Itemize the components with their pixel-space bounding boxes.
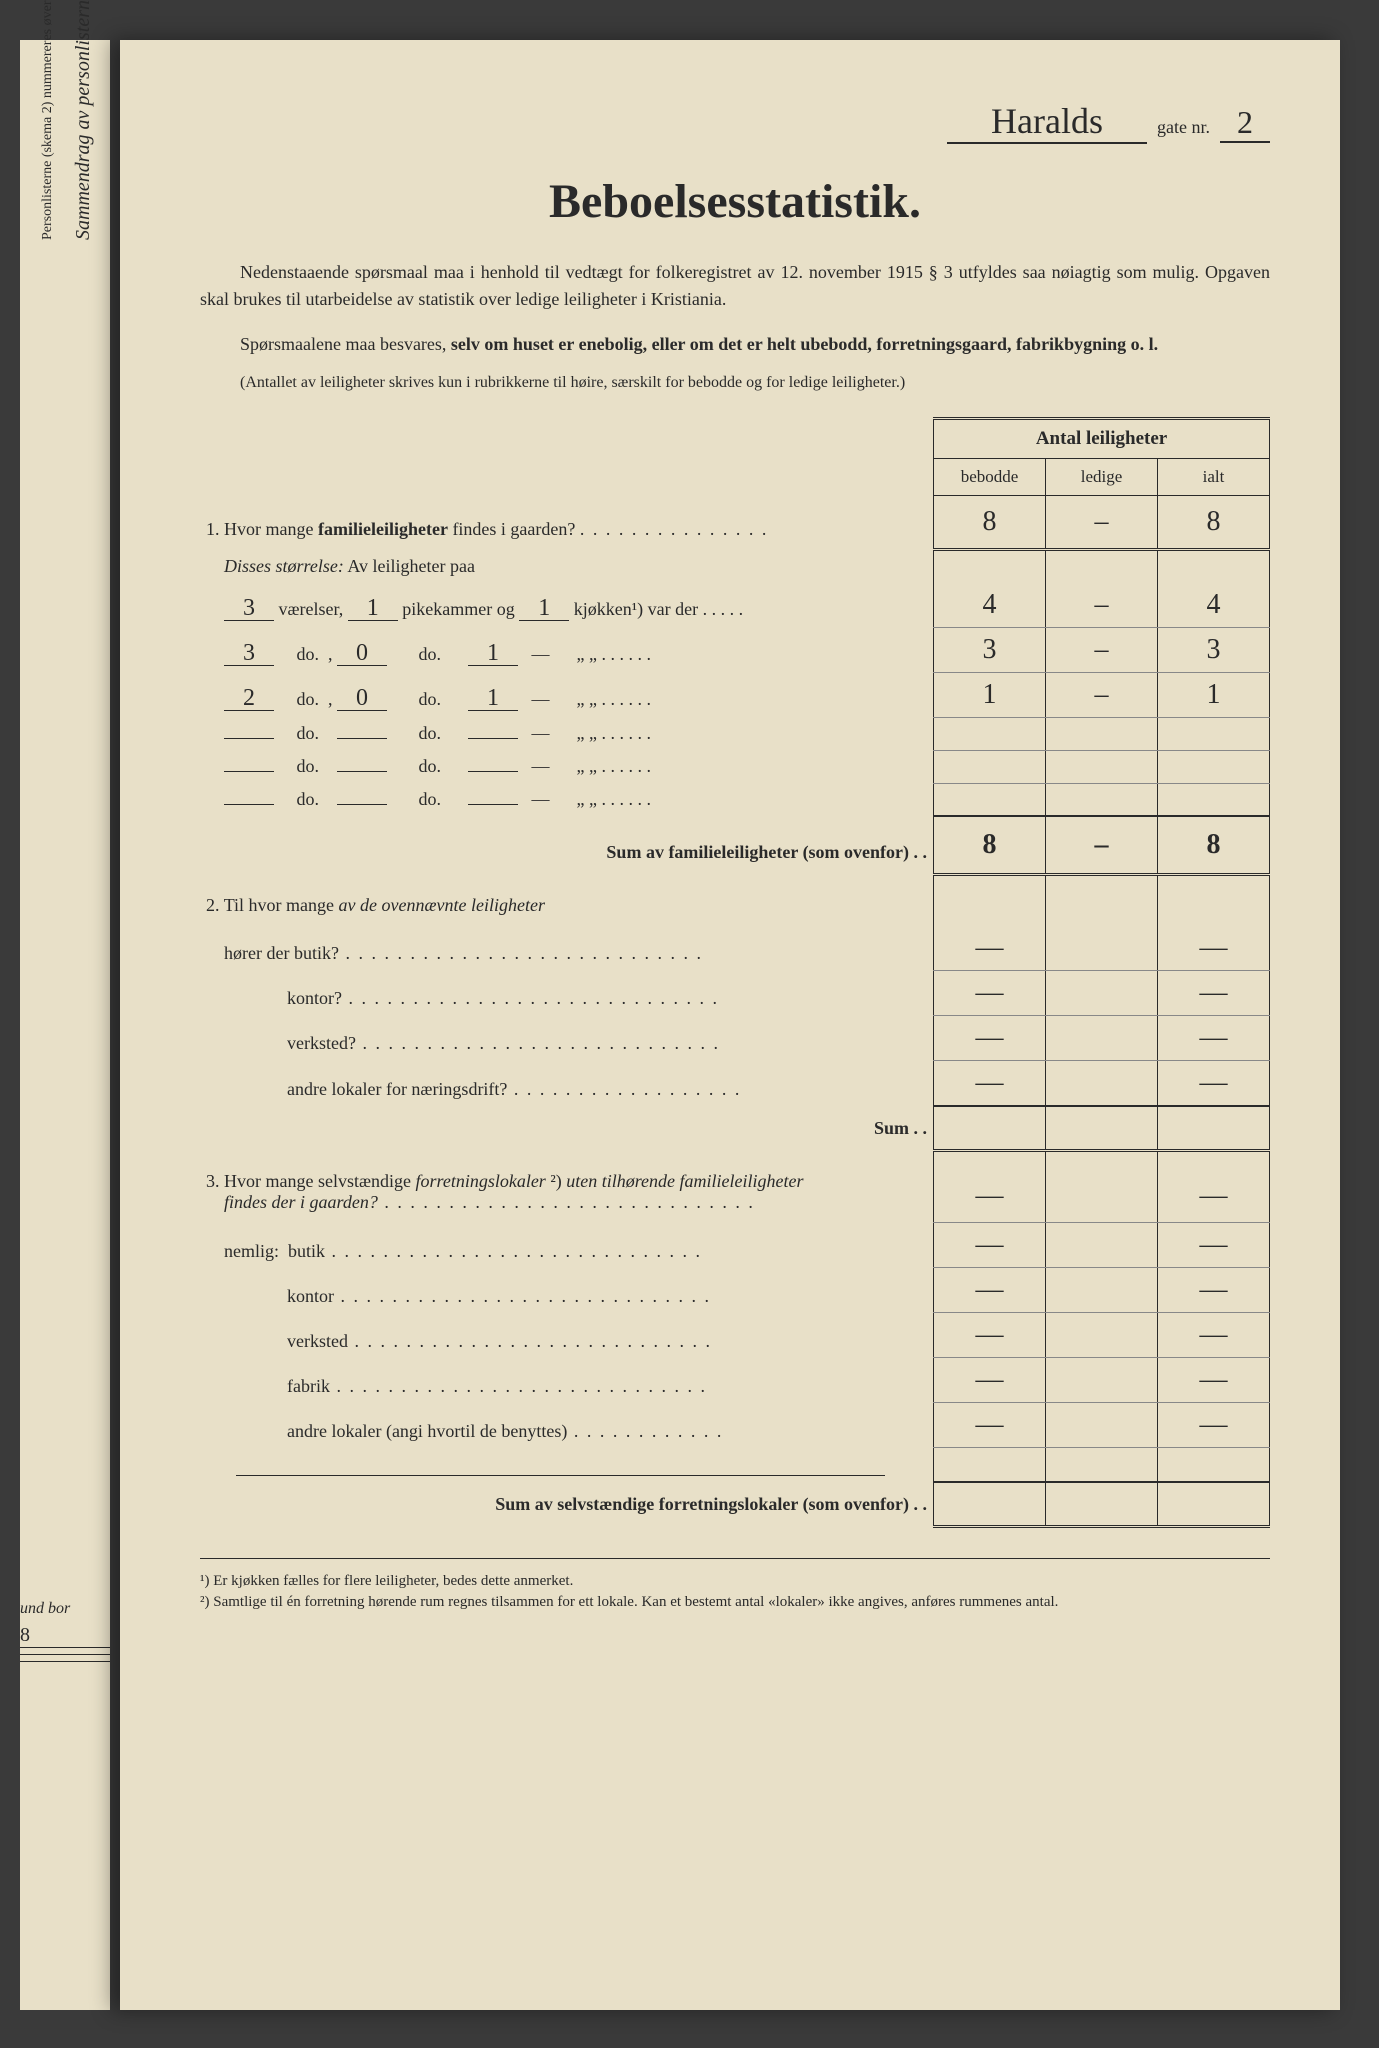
q3-sum-row: Sum av selvstændige forretningslokaler (… bbox=[200, 1482, 1270, 1527]
street-name: Haralds bbox=[947, 100, 1147, 144]
q3-line-4: andre lokaler (angi hvortil de benyttes)… bbox=[200, 1403, 1270, 1448]
document-page: Haralds gate nr. 2 Beboelsesstatistik. N… bbox=[120, 40, 1340, 2010]
q3-line-1: kontor . . . . . . . . . . . . . . . . .… bbox=[200, 1268, 1270, 1313]
q2-row: 2. Til hvor mange av de ovennævnte leili… bbox=[200, 875, 1270, 926]
q3-line-0: nemlig: butik . . . . . . . . . . . . . … bbox=[200, 1223, 1270, 1268]
q1-size-row-2: 2 do. , 0 do. 1 — „ „ . . . . . . 1 – 1 bbox=[200, 672, 1270, 717]
intro-paragraph-2: Spørsmaalene maa besvares, selv om huset… bbox=[200, 331, 1270, 358]
intro-paragraph-1: Nedenstaaende spørsmaal maa i henhold ti… bbox=[200, 259, 1270, 313]
q1-bebodde: 8 bbox=[934, 496, 1046, 550]
note-paragraph: (Antallet av leiligheter skrives kun i r… bbox=[200, 374, 1270, 392]
q1-size-row-5: do. do. — „ „ . . . . . . bbox=[200, 783, 1270, 816]
margin-note-text: Personlisterne (skema 2) nummereres øver… bbox=[40, 0, 56, 240]
header-line: Haralds gate nr. 2 bbox=[200, 100, 1270, 144]
q2-line-2: verksted? . . . . . . . . . . . . . . . … bbox=[200, 1015, 1270, 1060]
q1-size-row-4: do. do. — „ „ . . . . . . bbox=[200, 750, 1270, 783]
q1-size-row-1: 3 do. , 0 do. 1 — „ „ . . . . . . 3 – 3 bbox=[200, 627, 1270, 672]
col-ialt: ialt bbox=[1157, 459, 1269, 496]
col-group-header: Antal leiligheter bbox=[934, 419, 1270, 459]
col-bebodde: bebodde bbox=[934, 459, 1046, 496]
gate-label: gate nr. bbox=[1157, 117, 1210, 138]
q2-sum-row: Sum . . bbox=[200, 1106, 1270, 1151]
q1-ledige: – bbox=[1046, 496, 1158, 550]
table-header-cols: bebodde ledige ialt bbox=[200, 459, 1270, 496]
footnote-1: ¹) Er kjøkken fælles for flere leilighet… bbox=[200, 1573, 1270, 1590]
q1-ialt: 8 bbox=[1157, 496, 1269, 550]
q1-disses: Disses størrelse: Av leiligheter paa bbox=[200, 550, 1270, 583]
margin-summary-text: Sammendrag av personlisterne for huset n… bbox=[65, 0, 97, 240]
q3-blank bbox=[200, 1448, 1270, 1482]
q1-size-row-0: 3 værelser, 1 pikekammer og 1 kjøkken¹) … bbox=[200, 583, 1270, 628]
q1-size-row-3: do. do. — „ „ . . . . . . bbox=[200, 717, 1270, 750]
q1-sum-row: Sum av familieleiligheter (som ovenfor) … bbox=[200, 816, 1270, 875]
q1-row: 1. Hvor mange familieleiligheter findes … bbox=[200, 496, 1270, 550]
q3-line-2: verksted . . . . . . . . . . . . . . . .… bbox=[200, 1313, 1270, 1358]
footnotes: ¹) Er kjøkken fælles for flere leilighet… bbox=[200, 1558, 1270, 1611]
q2-line-3: andre lokaler for næringsdrift? . . . . … bbox=[200, 1060, 1270, 1106]
q2-line-1: kontor? . . . . . . . . . . . . . . . . … bbox=[200, 970, 1270, 1015]
margin-bottom-values: und bor 8 bbox=[20, 1600, 110, 1668]
left-margin-strip: Sammendrag av personlisterne for huset n… bbox=[20, 40, 110, 2010]
q3-line-3: fabrik . . . . . . . . . . . . . . . . .… bbox=[200, 1358, 1270, 1403]
table-header-group: Antal leiligheter bbox=[200, 419, 1270, 459]
main-table: Antal leiligheter bebodde ledige ialt 1.… bbox=[200, 417, 1270, 1528]
gate-number: 2 bbox=[1220, 104, 1270, 143]
col-ledige: ledige bbox=[1046, 459, 1158, 496]
document-title: Beboelsesstatistik. bbox=[200, 174, 1270, 229]
footnote-2: ²) Samtlige til én forretning hørende ru… bbox=[200, 1594, 1270, 1611]
q2-line-0: hører der butik? . . . . . . . . . . . .… bbox=[200, 926, 1270, 971]
q3-row: 3. Hvor mange selvstændige forretningslo… bbox=[200, 1151, 1270, 1223]
